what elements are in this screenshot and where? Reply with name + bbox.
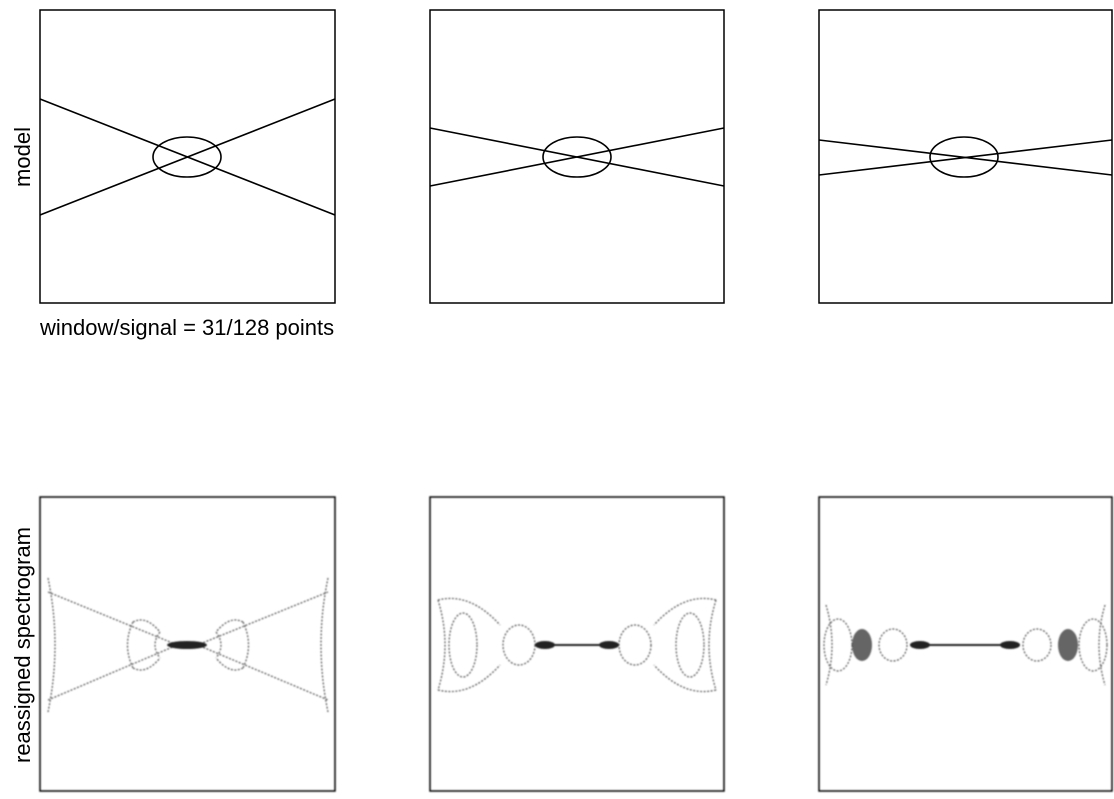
- caption: window/signal = 31/128 points: [39, 315, 334, 340]
- window-ellipse: [929, 136, 999, 178]
- spectrogram-trace: [448, 612, 478, 678]
- spectrogram-trace: [437, 599, 717, 691]
- panel-frame: [429, 9, 725, 304]
- spectrogram-trace: [1078, 618, 1108, 672]
- spectrogram-trace: [502, 624, 536, 666]
- energy-blob: [852, 629, 872, 661]
- spectrogram-trace: [437, 597, 717, 693]
- chirp-line: [39, 98, 336, 216]
- spectrogram-trace: [126, 621, 250, 669]
- row-label: model: [10, 127, 35, 187]
- energy-blob: [535, 641, 555, 649]
- spectrogram-trace: [675, 612, 705, 678]
- row-label: reassigned spectrogram: [10, 527, 35, 763]
- spectrogram-trace: [1022, 628, 1052, 662]
- window-ellipse: [152, 136, 222, 178]
- energy-blob: [1058, 629, 1078, 661]
- energy-blob: [599, 641, 619, 649]
- energy-blob: [1000, 641, 1020, 649]
- model-panels: [39, 9, 1113, 304]
- panel-frame: [39, 9, 336, 304]
- spectrogram-trace: [47, 577, 329, 713]
- panel-frame: [429, 496, 725, 792]
- energy-blob: [167, 641, 207, 649]
- chirp-line: [429, 127, 725, 187]
- window-ellipse: [542, 136, 612, 178]
- spectrogram-trace: [618, 624, 652, 666]
- energy-blob: [910, 641, 930, 649]
- spectrogram-trace: [878, 628, 908, 662]
- panel-frame: [818, 9, 1113, 304]
- panel-frame: [39, 496, 336, 792]
- spectrogram-panels: [39, 496, 1113, 792]
- spectrogram-trace: [825, 604, 1106, 686]
- chirp-line: [818, 139, 1113, 176]
- panel-frame: [818, 496, 1113, 792]
- spectrogram-trace: [823, 618, 853, 672]
